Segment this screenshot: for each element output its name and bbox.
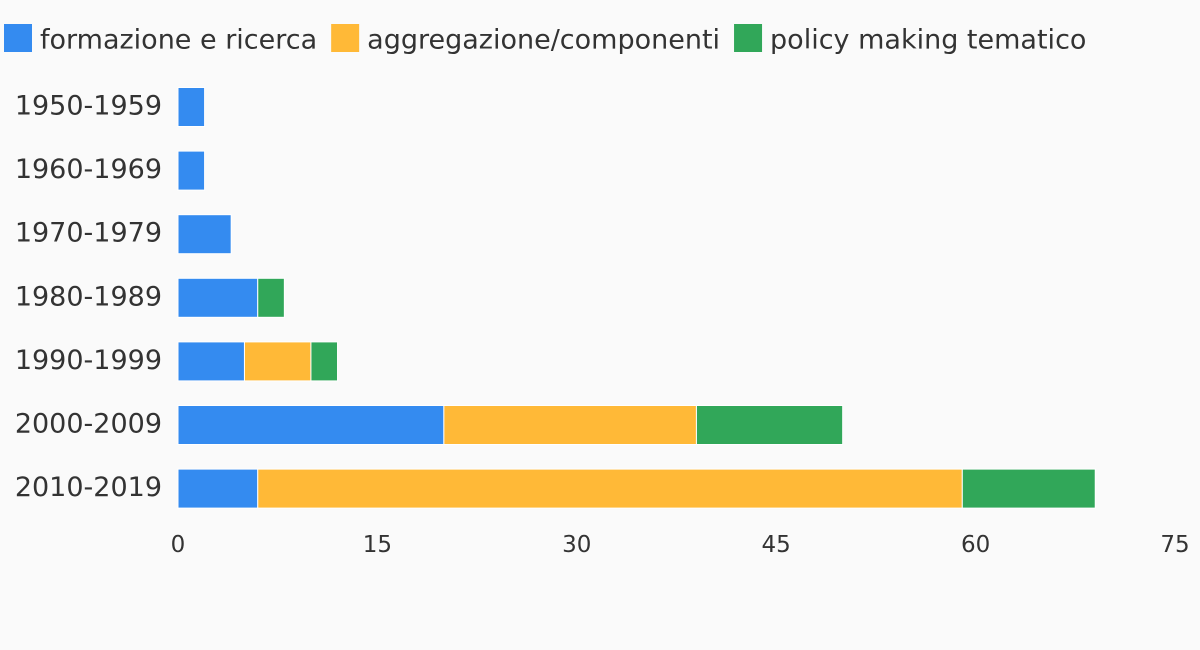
- x-tick-label: 75: [1160, 532, 1189, 558]
- bar-segment[interactable]: [310, 341, 339, 382]
- bar-segment[interactable]: [961, 468, 1096, 509]
- bar-segment[interactable]: [177, 150, 206, 191]
- legend: formazione e ricerca aggregazione/compone…: [4, 24, 1086, 56]
- x-tick-label: 30: [562, 532, 591, 558]
- bar-segment[interactable]: [177, 405, 445, 445]
- category-label: 1980-1989: [15, 281, 162, 312]
- category-label: 1990-1999: [15, 345, 162, 376]
- bar-segment[interactable]: [257, 468, 963, 509]
- bar-segment[interactable]: [177, 277, 259, 318]
- legend-swatch: [331, 24, 360, 52]
- bar-segment[interactable]: [177, 341, 245, 382]
- bar-segment[interactable]: [243, 341, 312, 382]
- legend-label: policy making tematico: [770, 25, 1086, 56]
- legend-swatch: [734, 24, 763, 52]
- category-label: 1960-1969: [15, 154, 162, 185]
- bar-segment[interactable]: [695, 405, 844, 445]
- bar-segment[interactable]: [177, 468, 259, 509]
- x-tick-label: 0: [171, 532, 186, 558]
- legend-item[interactable]: policy making tematico: [734, 24, 1086, 56]
- legend-label: formazione e ricerca: [40, 25, 317, 56]
- category-label: 2010-2019: [15, 472, 162, 503]
- legend-swatch: [4, 24, 32, 52]
- bars: [177, 87, 1096, 509]
- value-axis: 0 15 30 45 60 75: [171, 532, 1190, 558]
- x-tick-label: 60: [961, 532, 990, 558]
- bar-segment[interactable]: [177, 87, 206, 127]
- category-label: 2000-2009: [15, 409, 162, 440]
- bar-segment[interactable]: [443, 405, 697, 445]
- x-tick-label: 15: [363, 532, 392, 558]
- legend-label: aggregazione/componenti: [367, 25, 720, 56]
- x-tick-label: 45: [762, 532, 791, 558]
- category-label: 1950-1959: [15, 91, 162, 122]
- bar-segment[interactable]: [177, 214, 232, 255]
- bar-segment[interactable]: [257, 277, 285, 318]
- category-label: 1970-1979: [15, 218, 162, 249]
- legend-item[interactable]: aggregazione/componenti: [331, 24, 720, 56]
- category-axis: 1950-1959 1960-1969 1970-1979 1980-1989 1990…: [15, 91, 162, 504]
- legend-item[interactable]: formazione e ricerca: [4, 24, 317, 56]
